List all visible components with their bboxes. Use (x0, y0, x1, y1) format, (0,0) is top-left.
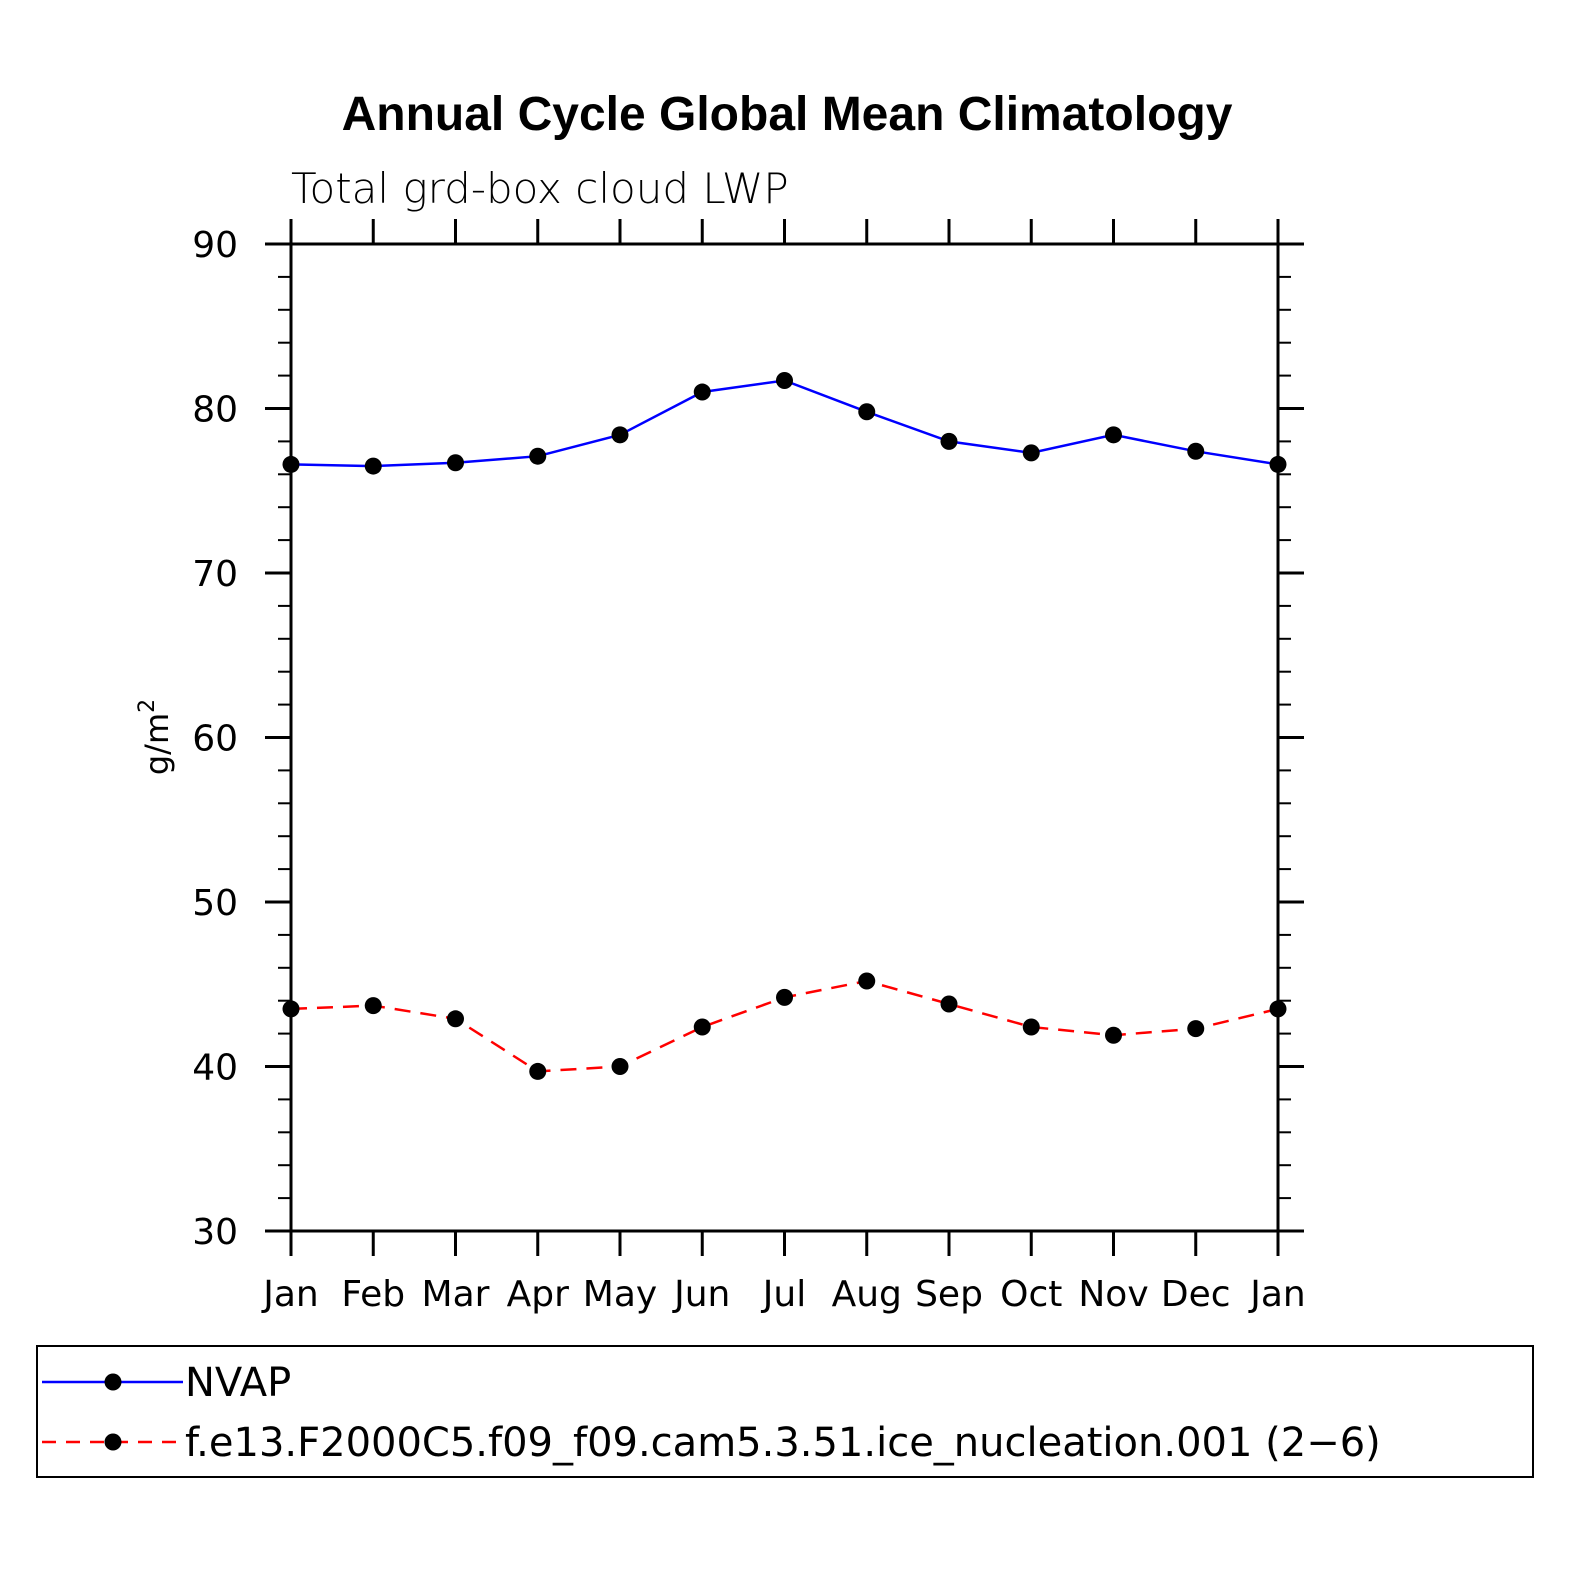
series-1-point (1269, 1000, 1287, 1018)
y-tick-label: 70 (192, 554, 238, 595)
x-tick-label: Aug (832, 1274, 902, 1315)
series-1-point (364, 997, 382, 1015)
x-tick-label: Feb (341, 1274, 405, 1315)
series-1-point (1187, 1020, 1205, 1038)
series-1-point (611, 1058, 629, 1075)
series-line-0 (290, 379, 1279, 468)
legend-model-label: f.e13.F2000C5.f09_f09.cam5.3.51.ice_nucl… (185, 1420, 1381, 1466)
series-1-point (693, 1018, 711, 1036)
legend-nvap-label: NVAP (185, 1360, 291, 1406)
series-1-point (447, 1010, 464, 1028)
x-tick-label: May (583, 1274, 657, 1315)
series-0-point (364, 457, 382, 475)
legend-box (36, 1345, 1534, 1478)
x-tick-label: Mar (422, 1274, 490, 1315)
series-0-point (693, 383, 711, 401)
x-tick-label: Nov (1078, 1274, 1148, 1315)
y-axis-label-sup: 2 (135, 699, 160, 713)
series-0-point (776, 372, 793, 390)
series-1-point (1105, 1026, 1122, 1044)
y-tick-label: 30 (192, 1212, 238, 1253)
series-1-point (1022, 1018, 1040, 1036)
series-0-point (611, 426, 629, 444)
y-tick-label: 80 (192, 390, 238, 431)
series-0-point (1022, 444, 1040, 462)
y-tick-labels: 30 40 50 60 70 80 90 (192, 225, 238, 1253)
series-1-point (776, 988, 793, 1006)
chart-title: Annual Cycle Global Mean Climatology (342, 88, 1233, 141)
x-tick-labels: Jan Feb Mar Apr May Jun Jul Aug Sep Oct Nov Dec Jan (261, 1274, 1306, 1315)
legend-item-model: f.e13.F2000C5.f09_f09.cam5.3.51.ice_nucl… (42, 1420, 1381, 1466)
series-0-point (1269, 455, 1287, 473)
x-tick-label: Oct (1000, 1274, 1062, 1315)
y-tick-label: 90 (192, 225, 238, 266)
x-tick-label: Sep (915, 1274, 983, 1315)
legend-item-nvap: NVAP (42, 1360, 291, 1406)
series-1-point (940, 995, 958, 1013)
series-group (282, 372, 1287, 1080)
x-tick-label: Jan (1248, 1274, 1306, 1315)
legend-nvap-marker (104, 1373, 122, 1391)
y-axis-label: g/m2 (135, 699, 176, 775)
legend-model-marker (104, 1433, 122, 1451)
series-0-point (447, 454, 464, 472)
series-0-point (858, 403, 876, 421)
series-0-point (940, 432, 958, 450)
y-tick-label: 50 (192, 883, 238, 924)
y-axis-label-unit: g/m (138, 713, 176, 775)
series-0-point (529, 447, 547, 465)
y-tick-label: 40 (192, 1048, 238, 1089)
axis-ticks (265, 219, 1304, 1256)
x-tick-label: Apr (507, 1274, 569, 1315)
series-0-point (1105, 426, 1122, 444)
x-tick-label: Jan (261, 1274, 319, 1315)
series-0-point (282, 455, 300, 473)
x-tick-label: Dec (1161, 1274, 1231, 1315)
series-1-point (529, 1062, 547, 1080)
x-tick-label: Jun (672, 1274, 730, 1315)
chart-subtitle: Total grd-box cloud LWP (291, 164, 789, 213)
y-tick-label: 60 (192, 719, 238, 760)
series-1-point (282, 1000, 300, 1018)
x-tick-label: Jul (761, 1274, 806, 1315)
plot-frame (289, 242, 1280, 1233)
series-1-point (858, 972, 876, 990)
series-0-point (1187, 442, 1205, 460)
